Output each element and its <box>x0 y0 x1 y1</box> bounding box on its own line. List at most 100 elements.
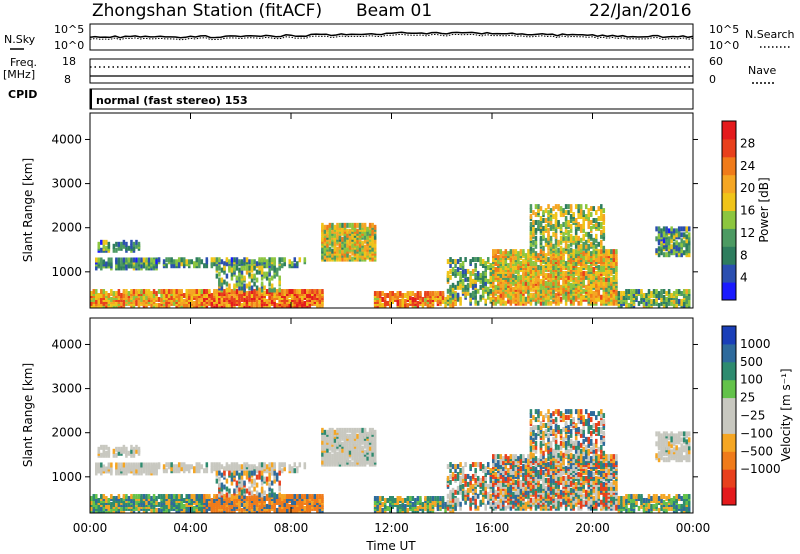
power-cell <box>107 293 111 298</box>
power-cell <box>559 266 563 272</box>
power-cell <box>308 289 312 295</box>
power-cell <box>220 259 224 265</box>
power-cell <box>303 257 307 263</box>
power-cell <box>662 238 666 244</box>
velocity-cell <box>248 470 251 476</box>
velocity-cell <box>198 494 201 500</box>
velocity-cell <box>371 461 374 467</box>
power-cell <box>524 280 528 286</box>
power-cell <box>595 270 598 276</box>
power-cell <box>167 289 171 295</box>
power-cell <box>185 259 188 265</box>
velocity-cell <box>406 499 410 505</box>
power-cell <box>552 272 555 278</box>
velocity-cell <box>306 494 309 500</box>
power-cell <box>323 254 327 260</box>
power-cell <box>155 302 158 308</box>
power-cell <box>554 227 558 233</box>
power-cell <box>562 251 565 257</box>
power-cell <box>547 294 550 300</box>
power-cell <box>461 264 465 270</box>
power-cell <box>665 302 668 308</box>
power-cell <box>95 298 98 304</box>
power-cell <box>522 276 525 282</box>
power-cell <box>524 296 528 302</box>
power-cell <box>587 251 590 257</box>
power-cell <box>537 253 540 259</box>
velocity-cell <box>479 462 482 468</box>
power-cell <box>554 204 558 210</box>
power-cell <box>542 264 545 270</box>
power-cell <box>313 294 317 300</box>
power-cell <box>348 222 352 228</box>
power-cell <box>205 289 209 295</box>
velocity-cell <box>449 473 452 479</box>
power-cell <box>660 242 663 248</box>
power-cell <box>326 242 329 248</box>
power-cell <box>230 289 234 295</box>
power-cell <box>190 294 194 300</box>
power-cell <box>544 218 548 223</box>
power-cell <box>182 302 186 308</box>
velocity-cell <box>328 433 332 439</box>
velocity-cell <box>323 429 327 435</box>
velocity-cell <box>338 439 342 445</box>
velocity-cell <box>321 459 324 465</box>
power-cell <box>595 282 598 288</box>
velocity-cell <box>273 498 276 503</box>
power-cell <box>270 294 274 300</box>
power-cell <box>502 290 505 296</box>
power-cell <box>564 235 568 241</box>
power-cell <box>195 289 199 295</box>
power-cell <box>285 289 289 295</box>
power-cell <box>597 249 601 255</box>
power-cell <box>434 291 437 297</box>
power-cell <box>537 264 540 270</box>
nave-tick-top: 60 <box>709 55 723 68</box>
power-cell <box>203 263 206 269</box>
velocity-cell <box>394 498 397 503</box>
power-cell <box>321 289 324 295</box>
velocity-cell <box>235 486 239 492</box>
velocity-cell <box>474 468 477 473</box>
power-cell <box>512 264 515 270</box>
power-cell <box>589 266 593 272</box>
power-cell <box>230 275 234 281</box>
power-cell <box>589 225 593 231</box>
velocity-cell <box>122 462 126 468</box>
velocity-cell <box>456 464 460 470</box>
power-cell <box>687 244 691 250</box>
power-cell <box>464 257 467 263</box>
power-cell <box>401 293 405 298</box>
power-cell <box>554 218 558 223</box>
power-cell <box>564 227 568 233</box>
power-cell <box>622 294 626 300</box>
power-cell <box>235 281 239 287</box>
power-cell <box>592 237 596 243</box>
velocity-cell <box>311 494 314 500</box>
velocity-cell <box>441 503 445 509</box>
power-cell <box>572 249 575 255</box>
velocity-cell <box>187 464 191 470</box>
power-cell <box>587 272 590 278</box>
velocity-cell <box>474 471 477 477</box>
power-cell <box>391 291 395 297</box>
power-cell <box>549 300 553 306</box>
power-cell <box>549 280 553 286</box>
velocity-cell <box>459 462 462 468</box>
power-cell <box>155 259 158 265</box>
velocity-cell <box>235 470 239 476</box>
power-cell <box>203 289 206 295</box>
power-cell <box>107 241 111 247</box>
power-cell <box>660 250 663 256</box>
power-cell <box>208 289 211 295</box>
power-cell <box>358 242 362 248</box>
velocity-cell <box>341 461 344 467</box>
velocity-cell <box>454 473 457 479</box>
power-cell <box>677 230 681 236</box>
velocity-cell <box>215 478 219 484</box>
power-cell <box>577 204 580 210</box>
velocity-cell <box>270 488 274 494</box>
power-cell <box>682 300 686 306</box>
power-cell <box>190 259 194 265</box>
